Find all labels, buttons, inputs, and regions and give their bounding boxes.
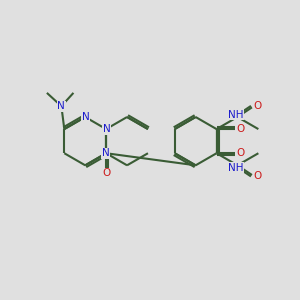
Text: NH: NH xyxy=(228,163,244,173)
Text: O: O xyxy=(253,171,261,182)
Text: O: O xyxy=(253,101,261,111)
Text: O: O xyxy=(236,124,245,134)
Text: N: N xyxy=(103,124,111,134)
Text: N: N xyxy=(102,148,110,158)
Text: N: N xyxy=(58,101,65,111)
Text: O: O xyxy=(236,148,245,158)
Text: N: N xyxy=(82,112,90,122)
Text: NH: NH xyxy=(228,110,244,120)
Text: O: O xyxy=(102,168,110,178)
